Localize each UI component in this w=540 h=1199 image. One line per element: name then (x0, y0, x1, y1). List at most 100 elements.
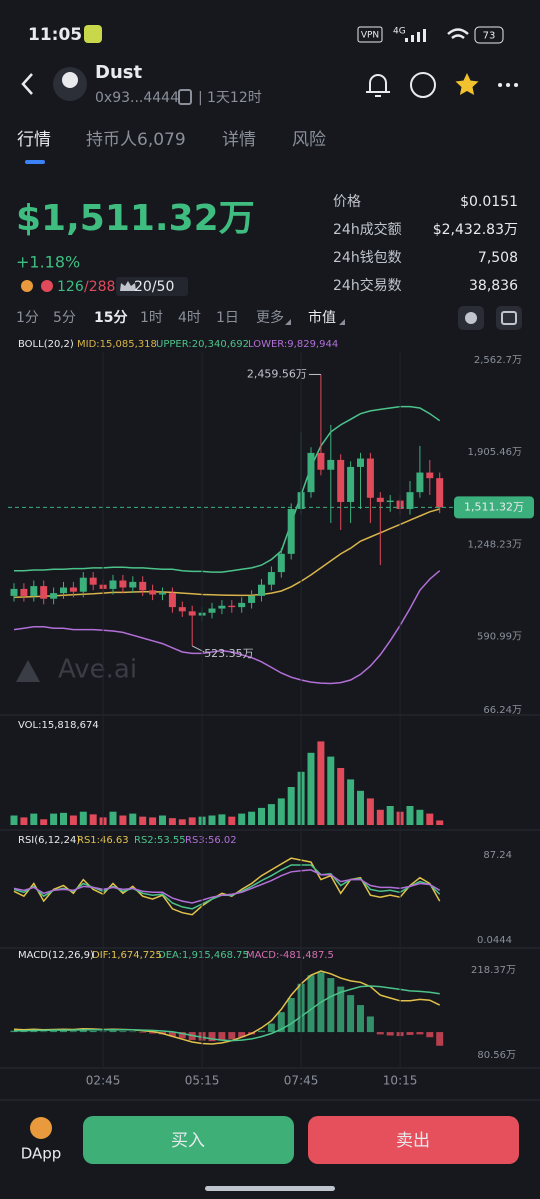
interval[interactable]: 市值 (308, 309, 336, 326)
candle-body (376, 497, 384, 502)
copy-button[interactable] (178, 89, 192, 105)
dapp-label[interactable]: DApp (21, 1145, 62, 1163)
token-name: Dust (95, 62, 142, 83)
macd-bar (327, 978, 335, 1033)
status-battery: 73 (483, 31, 496, 42)
back-button[interactable] (21, 73, 33, 95)
sell-label[interactable]: 卖出 (396, 1131, 430, 1151)
candle-body (426, 472, 434, 479)
favorite-button[interactable] (455, 73, 479, 95)
y-tick-label: 2,562.7万 (474, 355, 522, 366)
stat-value: $0.0151 (460, 194, 518, 210)
legend-entry: RS3:56.02 (185, 835, 237, 846)
macd-bar (129, 1031, 137, 1033)
candle-body (267, 572, 275, 585)
interval[interactable]: 更多 (256, 309, 284, 326)
dropdown-icons (285, 319, 345, 325)
buy-button[interactable] (83, 1116, 294, 1164)
sell-button[interactable] (308, 1116, 519, 1164)
candle-body (218, 605, 226, 609)
volume-bar (218, 814, 226, 825)
x-tick-label: 02:45 (86, 1074, 121, 1088)
bell-button[interactable] (366, 74, 390, 97)
volume-bar (347, 779, 355, 825)
legend-entry: UPPER:20,340,692 (156, 339, 249, 350)
y-tick-label: 218.37万 (471, 965, 516, 976)
volume-bar (307, 752, 315, 825)
macd-bar (30, 1030, 38, 1033)
last-price-box (454, 496, 534, 519)
candle-body (366, 458, 374, 498)
volume-bar (406, 806, 414, 825)
interval[interactable]: 1时 (140, 310, 163, 326)
candle-body (406, 492, 414, 509)
tab[interactable]: 风险 (292, 130, 326, 150)
volume-bar (337, 768, 345, 825)
macd-bar (416, 1032, 424, 1035)
y-tick-label: 66.24万 (483, 705, 522, 716)
tab[interactable]: 持币人6,079 (86, 130, 186, 150)
macd-bar (267, 1023, 275, 1033)
macd-bar (337, 986, 345, 1033)
volume-bar (238, 813, 246, 825)
macd-bar (168, 1032, 176, 1037)
tab[interactable]: 详情 (222, 130, 256, 150)
macd-bar (307, 975, 315, 1033)
volume-bar (79, 811, 87, 825)
interval[interactable]: 4时 (178, 310, 201, 326)
dapp-icon[interactable] (30, 1117, 52, 1139)
indicator-label: BOLL(20,2) (18, 339, 74, 350)
battery (474, 26, 504, 44)
candle-body (149, 590, 157, 595)
x-tick-label: 10:15 (383, 1074, 418, 1088)
volume-bar (287, 787, 295, 825)
candle-body (89, 577, 97, 585)
buy-label[interactable]: 买入 (171, 1131, 205, 1151)
macd-bar (89, 1030, 97, 1033)
status-network: 4G (393, 27, 406, 37)
macd-bar (20, 1031, 28, 1033)
settings-icon (501, 311, 517, 325)
volume-bar (159, 815, 166, 825)
status-vpn: VPN (361, 31, 379, 41)
volume-bar (228, 816, 236, 825)
settings-button[interactable] (496, 306, 522, 330)
volume-bar (366, 798, 374, 825)
interval[interactable]: 15分 (94, 310, 127, 326)
stat-label: 24h成交额 (333, 221, 402, 238)
holders-total: /288 (84, 279, 115, 295)
macd-bar (208, 1032, 216, 1042)
candle-body (277, 553, 285, 573)
volume-bar (317, 741, 325, 825)
interval[interactable]: 1日 (216, 310, 239, 326)
coin-icon (21, 280, 33, 292)
candle-body (50, 593, 58, 599)
interval[interactable]: 1分 (16, 310, 39, 326)
candle-body (317, 452, 325, 470)
macd-bar (228, 1032, 236, 1040)
macd-bar (218, 1032, 226, 1041)
legend-entry: LOWER:9,829,944 (248, 339, 338, 350)
indicator-label: VOL:15,818,674 (18, 720, 99, 731)
candle-body (40, 586, 48, 599)
macd-bar (109, 1030, 117, 1033)
volume-bar (129, 813, 137, 825)
macd-bar (149, 1032, 157, 1034)
y-tick-label: 87.24 (483, 850, 512, 861)
crown-icon (120, 281, 136, 291)
vpn-box (357, 26, 383, 43)
gauge-button[interactable] (410, 72, 436, 98)
interval[interactable]: 5分 (53, 310, 76, 326)
indicator-label: MACD(12,26,9) (18, 950, 94, 961)
volume-bar (119, 815, 127, 825)
tab[interactable]: 行情 (17, 130, 51, 150)
token-age: 1天12时 (207, 90, 262, 106)
separator: | (198, 90, 203, 106)
macd-bar (386, 1032, 394, 1036)
legend-entry: DIF:1,674,725 (92, 950, 162, 961)
rank-badge (116, 277, 188, 296)
macd-bar (366, 1016, 374, 1033)
volume-bar (376, 809, 384, 825)
y-tick-label: 1,905.46万 (467, 447, 522, 458)
